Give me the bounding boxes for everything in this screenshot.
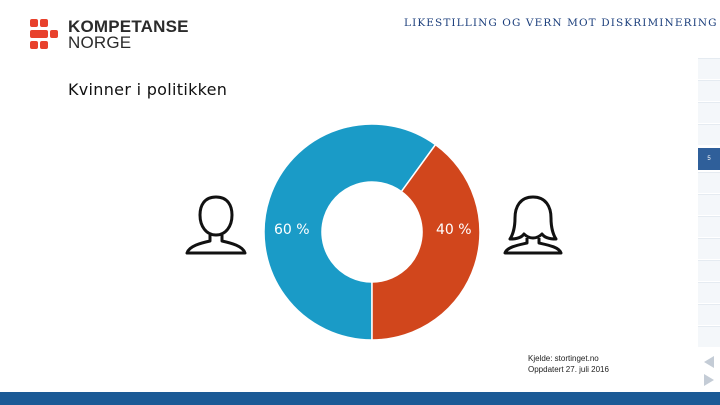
slide-thumbnail-rail	[698, 58, 720, 375]
footer-bar	[0, 392, 720, 405]
logo-line1: KOMPETANSE	[68, 17, 189, 36]
data-label-men: 60 %	[274, 222, 310, 238]
source-updated: Oppdatert 27. juli 2016	[528, 365, 609, 374]
previous-slide-icon[interactable]	[704, 356, 714, 368]
slice-women	[371, 143, 481, 341]
logo-mark-icon	[30, 19, 60, 51]
slide-thumb[interactable]	[698, 102, 720, 123]
kompetanse-norge-logo: KOMPETANSE NORGE	[30, 18, 189, 52]
slide-thumb[interactable]	[698, 282, 720, 303]
page-number[interactable]: 5	[698, 148, 720, 170]
chart-source: Kjelde: stortinget.no Oppdatert 27. juli…	[528, 353, 609, 375]
slide-thumb[interactable]	[698, 304, 720, 325]
slide-thumb[interactable]	[698, 326, 720, 347]
slide-title: Kvinner i politikken	[68, 80, 228, 99]
header-title: LIKESTILLING OG VERN MOT DISKRIMINERING	[404, 17, 718, 29]
male-person-icon	[185, 195, 247, 255]
slide-thumb[interactable]	[698, 124, 720, 145]
female-person-icon	[503, 195, 563, 255]
next-slide-icon[interactable]	[704, 374, 714, 386]
slide-thumb[interactable]	[698, 58, 720, 79]
slide-thumb[interactable]	[698, 80, 720, 101]
logo-line2: NORGE	[68, 33, 132, 52]
slide-thumb[interactable]	[698, 260, 720, 281]
slice-men	[263, 123, 437, 341]
source-line: Kjelde: stortinget.no	[528, 354, 599, 363]
slide-thumb[interactable]	[698, 216, 720, 237]
slide-thumb[interactable]	[698, 238, 720, 259]
slide-thumb[interactable]	[698, 172, 720, 193]
slide-thumb[interactable]	[698, 194, 720, 215]
data-label-women: 40 %	[436, 222, 472, 238]
